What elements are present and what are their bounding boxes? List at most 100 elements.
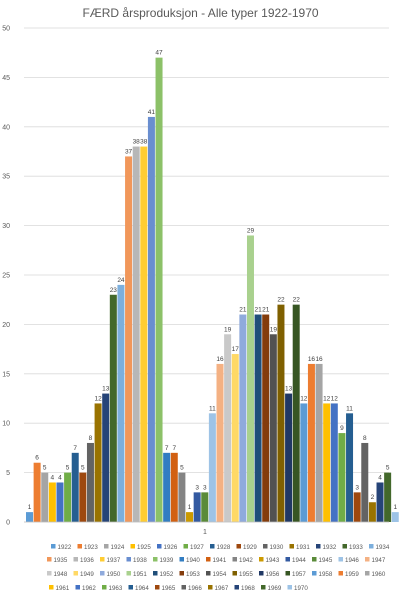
- legend-item-1946: 1946: [338, 557, 359, 564]
- legend-label: 1957: [292, 571, 306, 578]
- legend-item-1959: 1959: [338, 571, 359, 578]
- legend-item-1958: 1958: [312, 571, 333, 578]
- legend-swatch: [206, 557, 211, 562]
- data-label-1927: 5: [66, 465, 70, 472]
- legend-swatch: [285, 571, 290, 576]
- data-label-1956: 13: [285, 386, 293, 393]
- legend-label: 1959: [345, 571, 359, 578]
- y-tick-label: 30: [2, 223, 10, 230]
- bar-1969: [384, 472, 392, 522]
- legend-swatch: [183, 544, 188, 549]
- legend-item-1970: 1970: [287, 585, 308, 592]
- data-label-1925: 4: [51, 474, 55, 481]
- x-tick-label: 1: [203, 529, 207, 536]
- legend-item-1932: 1932: [316, 544, 337, 551]
- legend-swatch: [259, 571, 264, 576]
- y-tick-label: 25: [2, 273, 10, 280]
- legend-label: 1961: [56, 585, 70, 592]
- legend-label: 1958: [319, 571, 333, 578]
- data-label-1937: 38: [140, 139, 148, 146]
- bar-1970: [391, 512, 399, 522]
- bar-1949: [231, 354, 239, 522]
- bar-1962: [330, 403, 338, 522]
- bar-1935: [125, 156, 133, 522]
- data-label-1963: 9: [340, 425, 344, 432]
- data-label-1965: 3: [355, 484, 359, 491]
- legend-label: 1953: [186, 571, 200, 578]
- legend-item-1961: 1961: [49, 585, 70, 592]
- data-label-1934: 24: [117, 277, 125, 284]
- data-label-1959: 16: [308, 356, 316, 363]
- bar-1936: [132, 146, 140, 522]
- legend-swatch: [206, 571, 211, 576]
- legend-item-1923: 1923: [77, 544, 98, 551]
- legend-label: 1931: [296, 544, 310, 551]
- legend-item-1957: 1957: [285, 571, 306, 578]
- legend-item-1928: 1928: [210, 544, 231, 551]
- legend-label: 1941: [213, 557, 227, 564]
- legend-label: 1944: [292, 557, 306, 564]
- legend-item-1940: 1940: [179, 557, 200, 564]
- legend-label: 1943: [266, 557, 280, 564]
- bar-1958: [300, 403, 308, 522]
- legend-swatch: [232, 571, 237, 576]
- legend-swatch: [287, 585, 292, 590]
- bar-1951: [246, 235, 254, 523]
- bar-1927: [64, 472, 72, 522]
- legend: 1922 1923 1924 1925 1926 1927 1928 1929 1930 1931…: [47, 544, 390, 592]
- legend-item-1960: 1960: [365, 571, 386, 578]
- data-label-1968: 4: [378, 474, 382, 481]
- legend-item-1952: 1952: [153, 571, 174, 578]
- legend-swatch: [365, 571, 370, 576]
- legend-item-1922: 1922: [51, 544, 72, 551]
- data-label-1958: 12: [300, 395, 308, 402]
- legend-label: 1928: [217, 544, 231, 551]
- legend-item-1927: 1927: [183, 544, 204, 551]
- legend-swatch: [100, 557, 105, 562]
- bar-1947: [216, 363, 224, 522]
- legend-label: 1938: [133, 557, 147, 564]
- legend-item-1956: 1956: [259, 571, 280, 578]
- chart-title: FÆRD årsproduksjon - Alle typer 1922-197…: [82, 6, 319, 20]
- legend-swatch: [104, 544, 109, 549]
- data-label-1930: 8: [89, 435, 93, 442]
- data-label-1940: 7: [165, 445, 169, 452]
- legend-label: 1950: [107, 571, 121, 578]
- bar-1953: [262, 314, 270, 522]
- bar-1930: [86, 442, 94, 522]
- legend-label: 1955: [239, 571, 253, 578]
- bar-1963: [338, 433, 346, 522]
- data-label-1966: 8: [363, 435, 367, 442]
- legend-label: 1922: [58, 544, 72, 551]
- legend-label: 1930: [270, 544, 284, 551]
- legend-swatch: [47, 571, 52, 576]
- legend-label: 1925: [137, 544, 151, 551]
- bar-1950: [239, 314, 247, 522]
- data-label-1949: 17: [232, 346, 240, 353]
- data-label-1929: 5: [81, 465, 85, 472]
- data-label-1946: 11: [209, 405, 216, 412]
- bar-1923: [33, 462, 41, 522]
- data-label-1947: 16: [216, 356, 224, 363]
- legend-label: 1962: [82, 585, 96, 592]
- data-label-1954: 19: [270, 326, 278, 333]
- legend-item-1963: 1963: [102, 585, 123, 592]
- legend-item-1965: 1965: [155, 585, 176, 592]
- x-axis: 1: [24, 521, 389, 536]
- legend-item-1938: 1938: [126, 557, 147, 564]
- legend-swatch: [49, 585, 54, 590]
- legend-swatch: [338, 571, 343, 576]
- legend-item-1926: 1926: [157, 544, 178, 551]
- legend-label: 1970: [294, 585, 308, 592]
- bar-1955: [277, 304, 285, 522]
- legend-swatch: [369, 544, 374, 549]
- legend-label: 1968: [241, 585, 255, 592]
- legend-item-1936: 1936: [73, 557, 94, 564]
- legend-label: 1966: [188, 585, 202, 592]
- legend-label: 1948: [54, 571, 68, 578]
- data-label-1928: 7: [73, 445, 77, 452]
- legend-swatch: [259, 557, 264, 562]
- data-label-1932: 13: [102, 386, 110, 393]
- bar-1943: [186, 512, 194, 522]
